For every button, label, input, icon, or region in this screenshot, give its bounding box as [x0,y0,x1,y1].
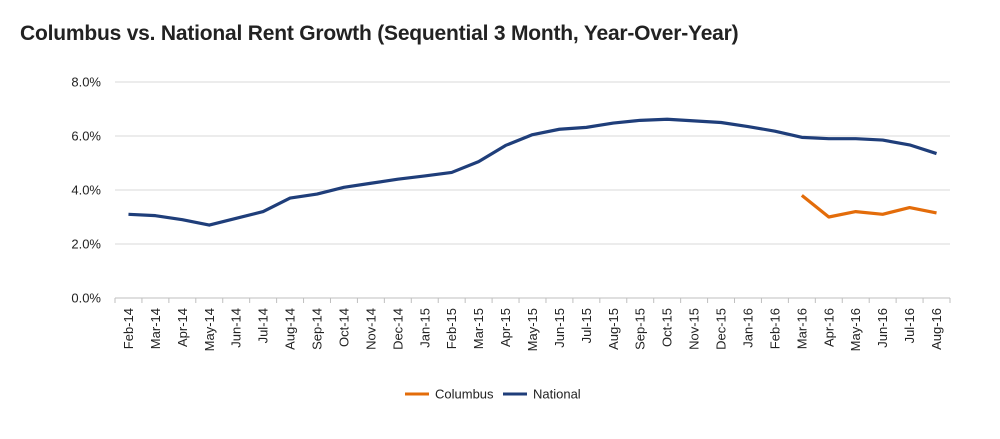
x-tick-label: Sep-14 [310,308,325,350]
x-tick-label: Jul-14 [256,308,271,343]
x-tick-label: May-14 [202,308,217,351]
x-tick-label: Aug-16 [929,308,944,350]
x-tick-label: May-16 [848,308,863,351]
series-line-national [128,117,938,227]
y-tick-label: 0.0% [71,291,101,306]
x-tick-label: Oct-14 [336,308,351,347]
x-tick-label: Mar-15 [471,308,486,349]
x-tick-label: Jun-14 [229,308,244,348]
axes [114,297,951,303]
x-tick-label: Jul-16 [902,308,917,343]
x-tick-label: May-15 [525,308,540,351]
x-tick-label: Jan-16 [740,308,755,348]
y-tick-label: 8.0% [71,75,101,90]
x-tick-label: Aug-15 [606,308,621,350]
x-tick-label: Jun-16 [875,308,890,348]
series-line-columbus [800,194,937,219]
x-tick-labels: Feb-14 Mar-14 Apr-14 May-14 Jun-14 Jul-14 Aug-… [121,308,944,351]
x-tick-label: Jul-15 [579,308,594,343]
y-tick-label: 6.0% [71,129,101,144]
x-tick-label: Mar-16 [794,308,809,349]
legend-label-national: National [533,387,581,402]
x-tick-label: Apr-15 [498,308,513,347]
x-tick-label: Apr-16 [821,308,836,347]
x-tick-label: Feb-15 [444,308,459,349]
x-tick-label: Jun-15 [552,308,567,348]
x-tick-label: Dec-14 [390,308,405,350]
chart-title: Columbus vs. National Rent Growth (Seque… [20,22,739,45]
x-tick-label: Nov-15 [687,308,702,350]
x-tick-label: Feb-16 [767,308,782,349]
x-tick-label: Mar-14 [148,308,163,349]
legend: Columbus National [405,387,581,402]
x-tick-label: Nov-14 [363,308,378,350]
x-tick-label: Oct-15 [660,308,675,347]
x-tick-label: Sep-15 [633,308,648,350]
legend-label-columbus: Columbus [435,387,494,402]
x-tick-label: Jan-15 [417,308,432,348]
x-tick-label: Aug-14 [283,308,298,350]
y-tick-labels: 0.0% 2.0% 4.0% 6.0% 8.0% [71,75,101,306]
y-tick-label: 2.0% [71,237,101,252]
gridlines [115,81,950,245]
y-tick-label: 4.0% [71,183,101,198]
series-lines [128,117,938,227]
x-tick-label: Feb-14 [121,308,136,349]
x-tick-label: Dec-15 [714,308,729,350]
x-tick-label: Apr-14 [175,308,190,347]
